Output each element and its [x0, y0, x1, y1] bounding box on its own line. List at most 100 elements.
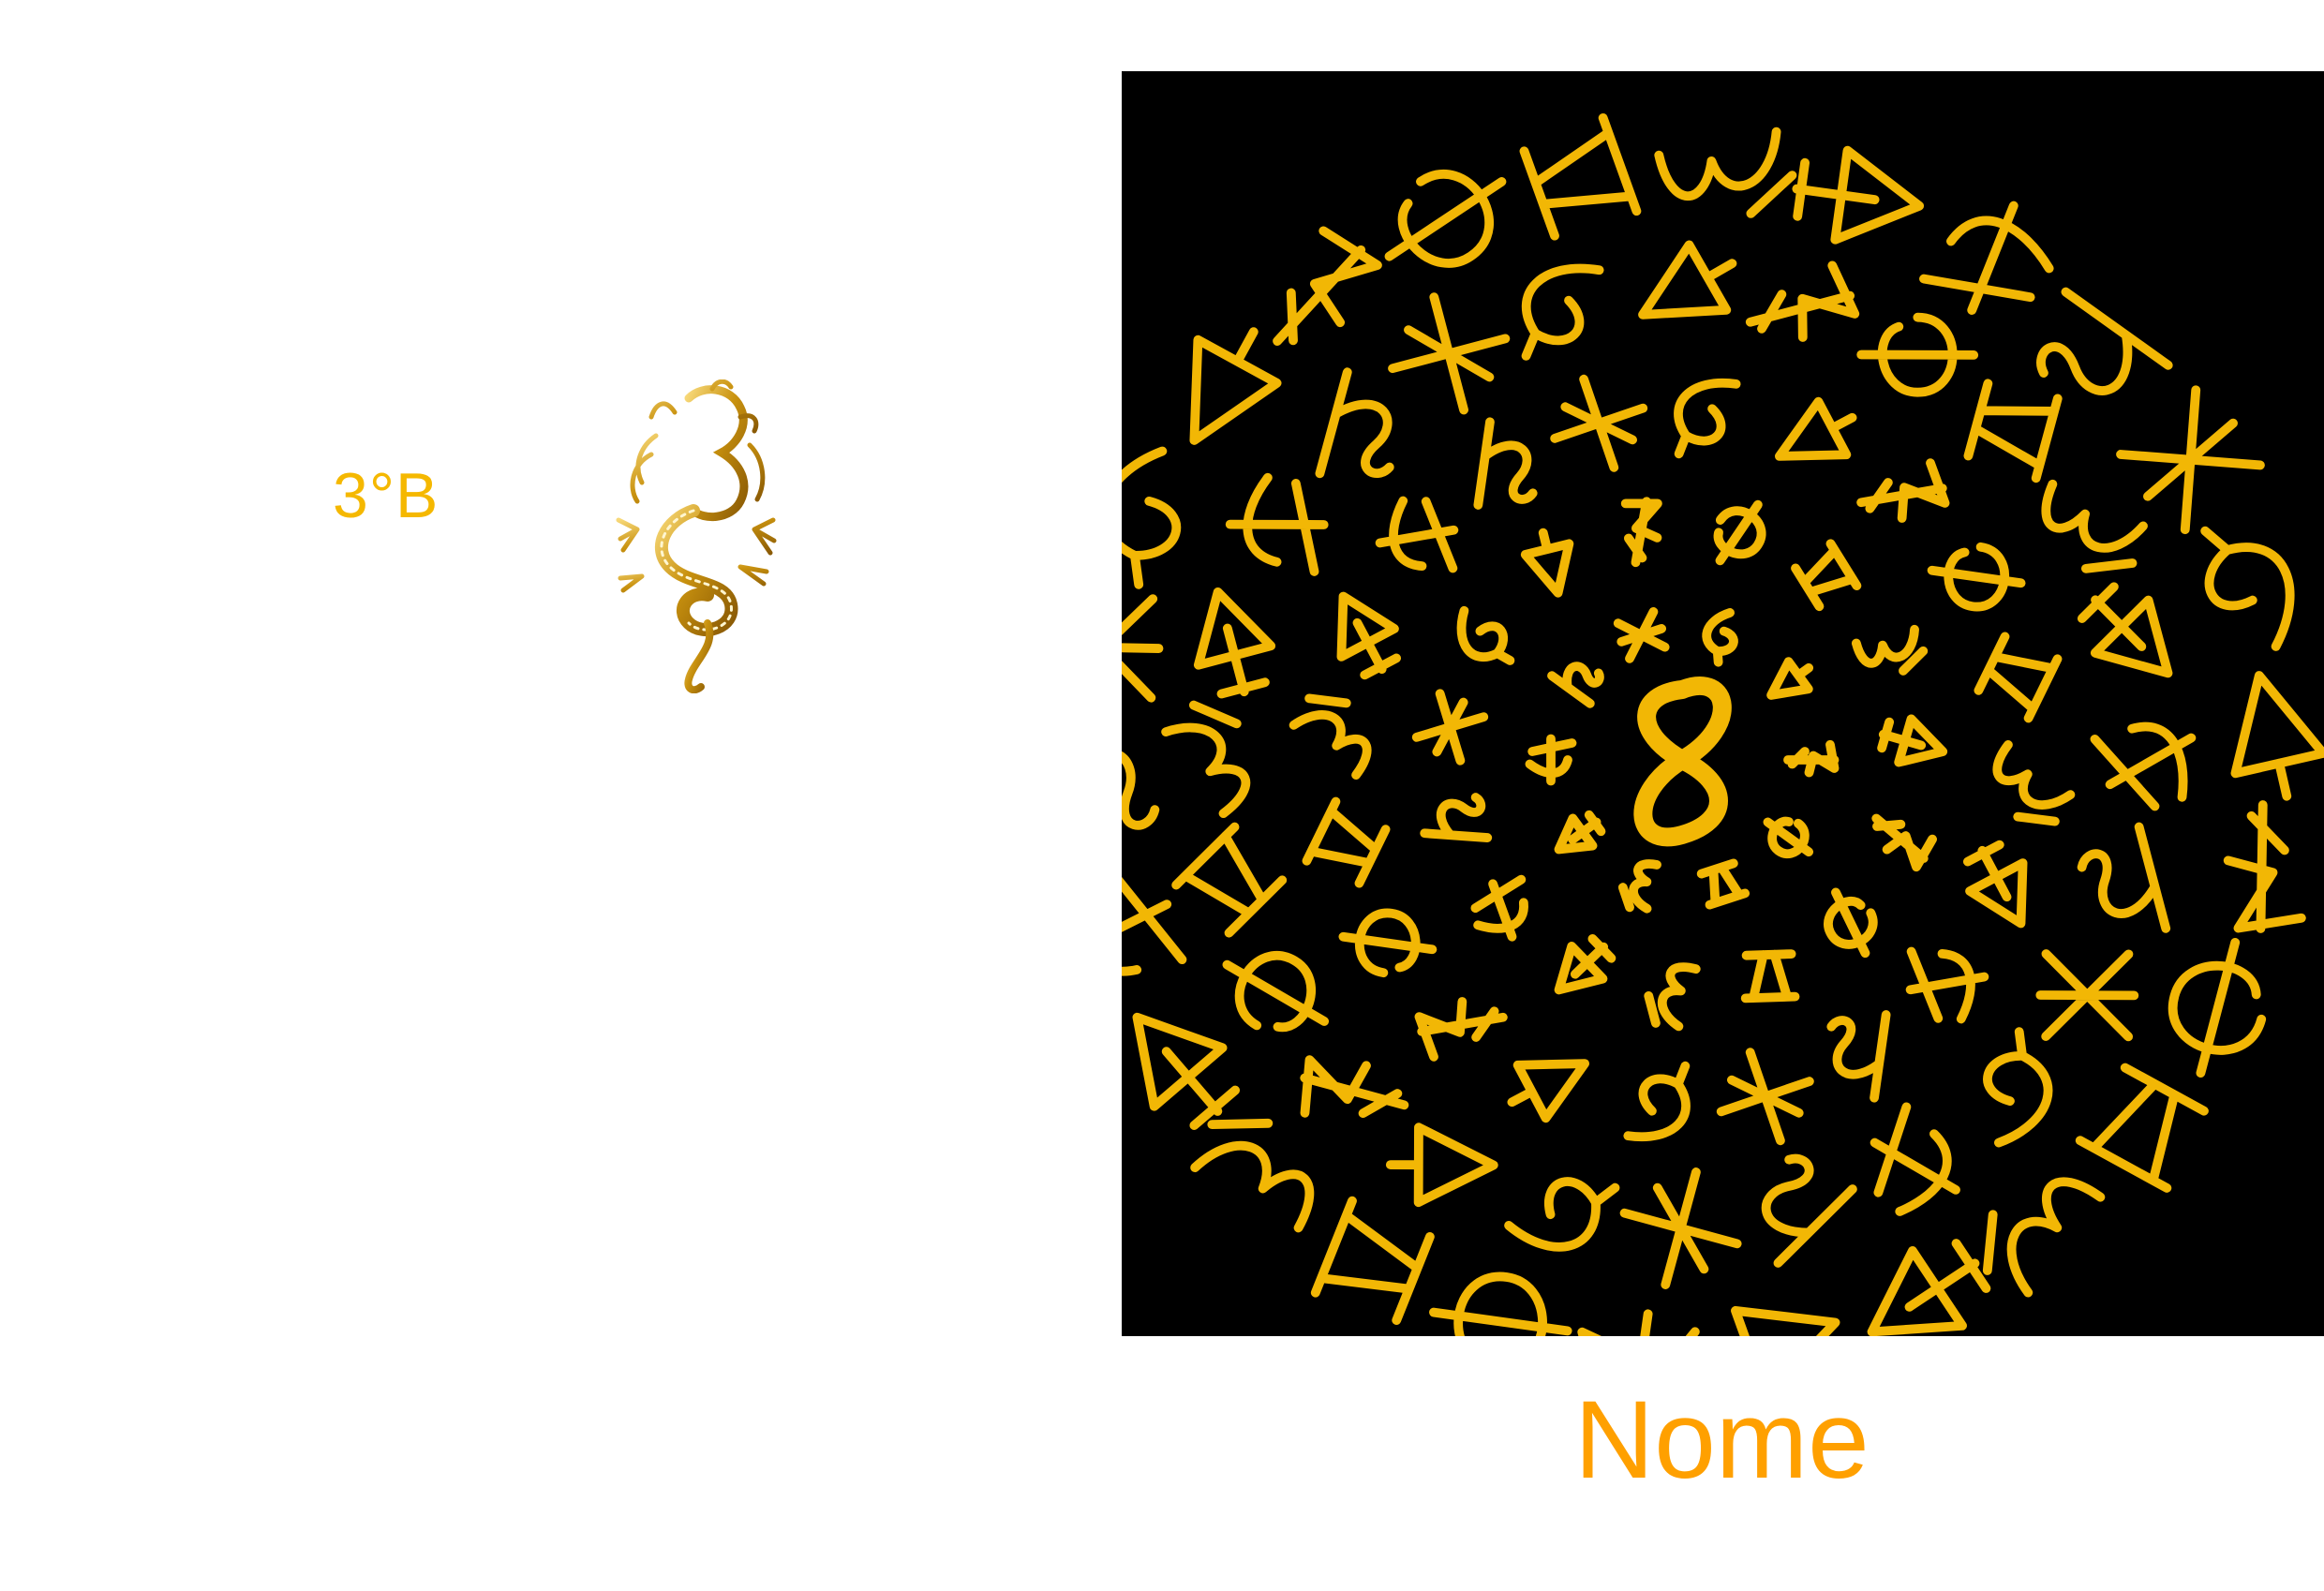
glyph-mark: [1122, 728, 1160, 861]
glyph-mark: [2090, 721, 2197, 811]
glyph-mark: [1473, 417, 1538, 510]
glyph-mark: [2200, 526, 2295, 651]
glyph-mark: [1520, 528, 1574, 598]
glyph-mark: [1273, 226, 1382, 347]
glyph-mark: [1577, 1309, 1712, 1336]
glyph-mark: [2077, 582, 2173, 678]
glyph-mark: [2116, 385, 2265, 535]
glyph-mark: [1338, 908, 1438, 978]
glyph-mark: [1745, 260, 1860, 342]
glyph-mark: [2077, 822, 2171, 933]
glyph-mark: [2168, 937, 2267, 1078]
glyph-mark: [2036, 287, 2173, 395]
glyph-mark: [1962, 840, 2028, 929]
glyph-mark: [1554, 810, 1606, 855]
glyph-mark: [2223, 800, 2306, 933]
glyph-mark: [1171, 822, 1288, 938]
glyph-mark: [1713, 499, 1766, 566]
glyph-mark: [1617, 859, 1661, 914]
glyph-mark: [1193, 587, 1276, 699]
glyph-mark: [1189, 327, 1282, 445]
glyph-mark: [1310, 1196, 1435, 1326]
glyph-mark: [1122, 870, 1187, 976]
glyph-mark: [1740, 949, 1800, 1004]
glyph-mark: [1300, 1055, 1409, 1119]
dragon-emblem-image: [600, 379, 787, 694]
glyph-mark: [1470, 874, 1528, 942]
glyph-mark: [1225, 472, 1329, 576]
glyph-mark: [1870, 1102, 1960, 1216]
glyph-artwork-panel: [1122, 71, 2324, 1336]
glyph-mark: [1871, 813, 1937, 872]
glyph-mark: [1791, 539, 1862, 612]
glyph-mark: [1456, 605, 1515, 665]
class-label: 3°B: [333, 460, 439, 531]
glyph-mark: [1414, 997, 1508, 1062]
dragon-emblem-icon: [616, 379, 777, 694]
glyph-mark: [1384, 170, 1507, 268]
center-infinity-glyph: [1633, 677, 1732, 847]
glyph-mark: [1336, 591, 1402, 680]
glyph-mark: [1919, 201, 2054, 315]
glyph-mark: [1385, 1123, 1498, 1208]
glyph-mark: [1623, 1061, 1691, 1142]
glyph-mark: [1122, 446, 1182, 589]
glyph-mark: [1824, 887, 1878, 959]
glyph-spiral-artwork: [1122, 112, 2324, 1336]
glyph-mark: [1856, 312, 1979, 397]
glyph-mark: [1525, 734, 1577, 786]
glyph-mark: [1674, 378, 1741, 459]
glyph-mark: [1716, 1048, 1814, 1146]
glyph-mark: [1619, 1167, 1742, 1289]
glyph-mark: [1867, 1239, 1991, 1336]
glyph-mark: [1504, 1177, 1620, 1252]
glyph-mark: [1315, 367, 1394, 479]
glyph-mark: [1992, 739, 2076, 826]
glyph-mark: [1554, 934, 1616, 995]
glyph-mark: [1122, 592, 1164, 703]
glyph-mark: [1638, 240, 1737, 320]
glyph-mark: [1851, 624, 1929, 676]
glyph-mark: [1982, 1177, 2106, 1298]
glyph-mark: [1783, 739, 1840, 778]
glyph-mark: [1289, 693, 1372, 781]
glyph-mark: [1429, 1271, 1572, 1336]
glyph-mark: [2230, 671, 2324, 801]
glyph-mark: [1161, 700, 1251, 819]
glyph-mark: [1826, 1010, 1891, 1103]
glyph-mark: [1714, 1305, 1840, 1336]
glyph-mark: [1856, 458, 1950, 523]
glyph-mark: [1613, 607, 1670, 663]
glyph-mark: [1702, 608, 1738, 667]
glyph-mark: [1132, 1012, 1241, 1130]
glyph-mark: [1519, 112, 1642, 241]
glyph-mark: [1792, 145, 1925, 245]
glyph-mark: [1654, 126, 1797, 218]
glyph-mark: [1774, 396, 1857, 461]
glyph-mark: [1420, 793, 1493, 842]
glyph-mark: [1696, 858, 1750, 910]
glyph-mark: [1766, 657, 1814, 700]
glyph-mark: [2035, 949, 2139, 1042]
glyph-mark: [1877, 714, 1948, 767]
glyph-mark: [1927, 542, 2026, 612]
glyph-mark: [1974, 632, 2063, 723]
glyph-mark: [1411, 689, 1489, 766]
glyph-mark: [1761, 1153, 1857, 1268]
glyph-mark: [1550, 374, 1648, 472]
glyph-mark: [1547, 662, 1604, 708]
glyph-mark: [1905, 946, 1989, 1024]
glyph-mark: [1388, 292, 1511, 415]
glyph-mark: [2041, 479, 2148, 573]
glyph-mark: [1302, 796, 1391, 888]
glyph-mark: [1190, 1118, 1315, 1233]
glyph-mark: [1763, 816, 1814, 859]
glyph-mark: [1375, 496, 1459, 573]
glyph-mark: [1644, 962, 1701, 1032]
glyph-mark: [1983, 1027, 2053, 1148]
glyph-mark: [1963, 379, 2063, 483]
name-label: Nome: [1574, 1378, 1870, 1502]
glyph-mark: [1222, 950, 1330, 1033]
glyph-mark: [1507, 1059, 1590, 1123]
